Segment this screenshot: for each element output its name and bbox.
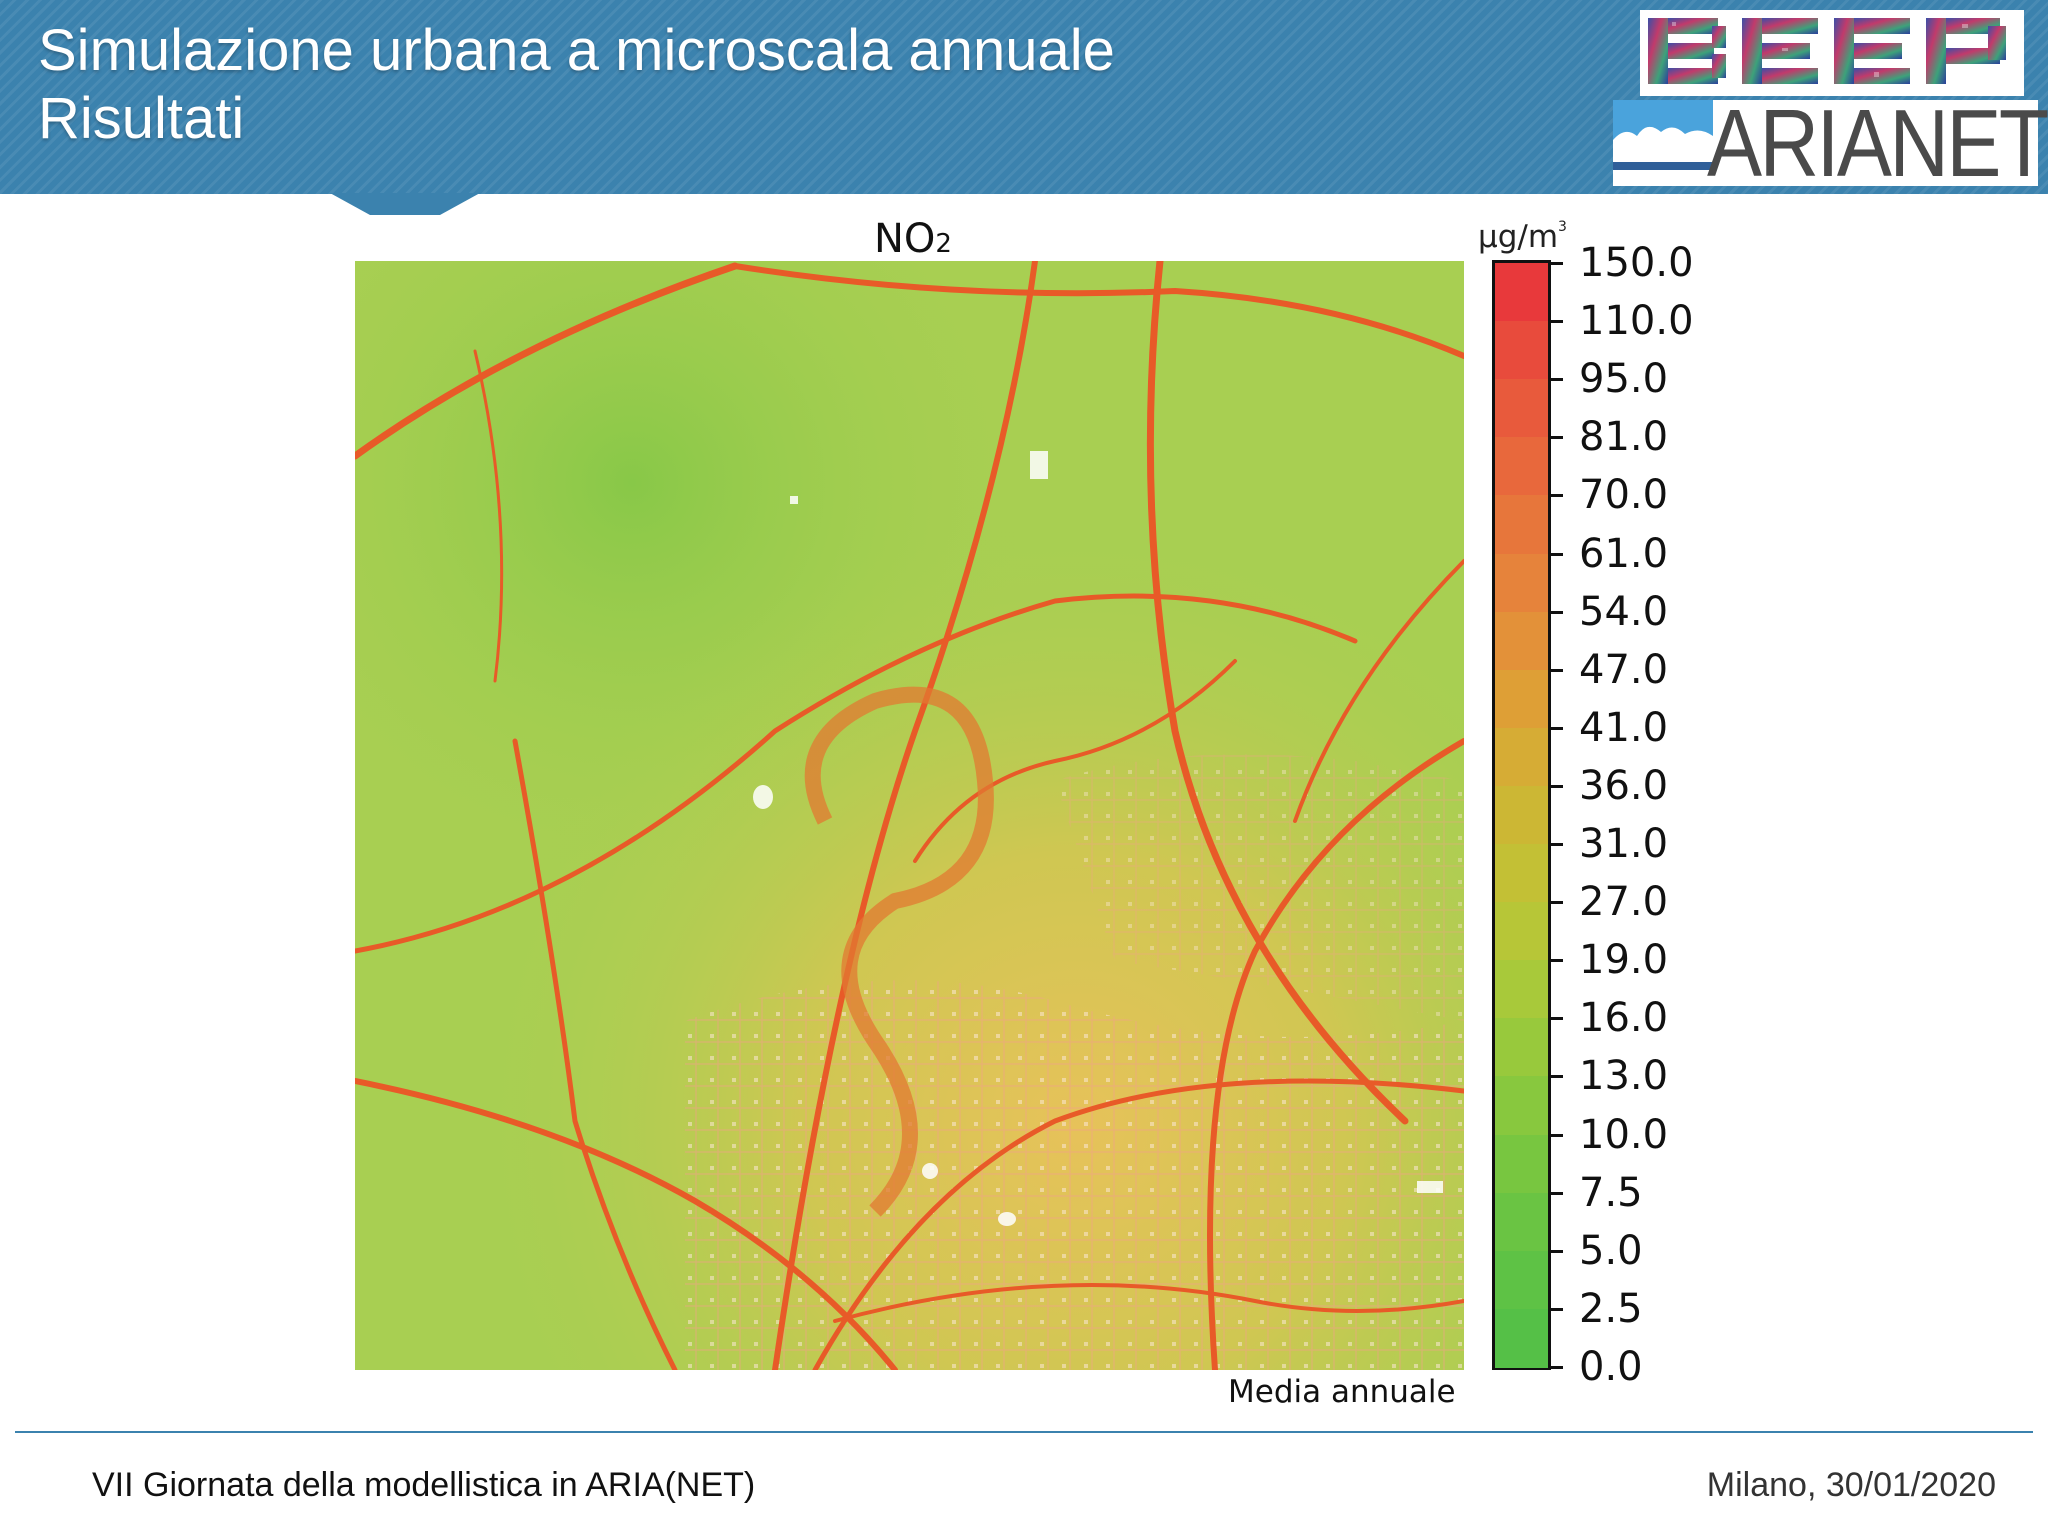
colorbar-tick-label: 16.0 xyxy=(1579,995,1669,1042)
colorbar-tick-label: 150.0 xyxy=(1579,240,1694,286)
colorbar xyxy=(1492,260,1551,1370)
colorbar-tick-label: 13.0 xyxy=(1579,1053,1669,1100)
unit-superscript: 3 xyxy=(1558,219,1567,235)
colorbar-tick-label: 31.0 xyxy=(1579,821,1669,868)
colorbar-tick-label: 5.0 xyxy=(1579,1227,1643,1274)
colorbar-tick-label: 110.0 xyxy=(1579,298,1694,345)
colorbar-tick-label: 36.0 xyxy=(1579,762,1669,809)
no2-concentration-map xyxy=(355,261,1464,1370)
colorbar-unit: µg/m3 xyxy=(1478,219,1567,255)
open-spaces xyxy=(753,451,1443,1226)
colorbar-segment xyxy=(1495,1076,1548,1136)
colorbar-tick-label: 70.0 xyxy=(1579,472,1669,519)
colorbar-tick-label: 47.0 xyxy=(1579,646,1669,693)
colorbar-tick xyxy=(1551,610,1563,614)
header-notch xyxy=(330,193,480,215)
colorbar-tick xyxy=(1551,1249,1563,1253)
colorbar-tick xyxy=(1551,784,1563,788)
map-caption: Media annuale xyxy=(1228,1374,1456,1410)
colorbar-segment xyxy=(1495,669,1548,729)
sky-cloud-icon xyxy=(1613,100,1713,170)
colorbar-tick xyxy=(1551,1075,1563,1079)
colorbar-tick-label: 0.0 xyxy=(1579,1344,1643,1390)
slide-title: Simulazione urbana a microscala annuale xyxy=(38,18,1115,83)
colorbar-segment xyxy=(1495,1250,1548,1310)
map-title-subscript: 2 xyxy=(935,229,952,259)
map-title: NO2 xyxy=(874,216,952,262)
colorbar-tick xyxy=(1551,552,1563,556)
colorbar-segment xyxy=(1495,1308,1548,1368)
colorbar-tick xyxy=(1551,843,1563,847)
colorbar-tick-label: 10.0 xyxy=(1579,1111,1669,1158)
colorbar-segment xyxy=(1495,379,1548,439)
map-title-main: NO xyxy=(874,216,936,262)
colorbar-tick xyxy=(1551,959,1563,963)
colorbar-segment xyxy=(1495,960,1548,1020)
colorbar-segment xyxy=(1495,1192,1548,1252)
slide-subtitle: Risultati xyxy=(38,86,245,151)
colorbar-tick-label: 81.0 xyxy=(1579,414,1669,461)
unit-main: µg/m xyxy=(1478,219,1559,255)
colorbar-tick-label: 2.5 xyxy=(1579,1285,1643,1332)
colorbar-tick-label: 7.5 xyxy=(1579,1169,1643,1216)
footer-divider xyxy=(15,1431,2033,1433)
colorbar-segment xyxy=(1495,553,1548,613)
river-tiber xyxy=(804,686,994,1217)
colorbar-segment xyxy=(1495,844,1548,904)
colorbar-tick-label: 19.0 xyxy=(1579,937,1669,984)
colorbar-tick xyxy=(1551,1307,1563,1311)
colorbar-tick-label: 54.0 xyxy=(1579,588,1669,635)
colorbar-segment xyxy=(1495,902,1548,962)
colorbar-tick xyxy=(1551,1191,1563,1195)
colorbar-segment xyxy=(1495,495,1548,555)
colorbar-tick xyxy=(1551,668,1563,672)
colorbar-segment xyxy=(1495,1134,1548,1194)
colorbar-tick-label: 95.0 xyxy=(1579,356,1669,403)
colorbar-segment xyxy=(1495,437,1548,497)
colorbar-tick xyxy=(1551,726,1563,730)
colorbar-tick xyxy=(1551,1017,1563,1021)
colorbar-segment xyxy=(1495,611,1548,671)
colorbar-tick xyxy=(1551,1366,1563,1369)
footer-date: Milano, 30/01/2020 xyxy=(1706,1466,1996,1504)
road-network xyxy=(355,261,1464,1370)
colorbar-tick-label: 61.0 xyxy=(1579,530,1669,577)
colorbar-tick-label: 27.0 xyxy=(1579,879,1669,926)
beep-logo xyxy=(1640,10,2024,96)
colorbar-tick xyxy=(1551,494,1563,498)
colorbar-tick xyxy=(1551,436,1563,440)
colorbar-tick xyxy=(1551,1133,1563,1137)
colorbar-tick xyxy=(1551,262,1563,265)
colorbar-segment xyxy=(1495,727,1548,787)
colorbar-tick xyxy=(1551,378,1563,382)
arianet-wordmark: ARIANET xyxy=(1707,90,2048,197)
colorbar-segment xyxy=(1495,1018,1548,1078)
colorbar-segment xyxy=(1495,785,1548,846)
colorbar-tick-label: 41.0 xyxy=(1579,704,1669,751)
arianet-logo: ARIANET xyxy=(1613,96,2048,192)
footer-event: VII Giornata della modellistica in ARIA(… xyxy=(92,1466,756,1504)
colorbar-segment xyxy=(1495,263,1548,323)
colorbar-tick xyxy=(1551,901,1563,905)
colorbar-tick xyxy=(1551,320,1563,324)
colorbar-segment xyxy=(1495,321,1548,381)
